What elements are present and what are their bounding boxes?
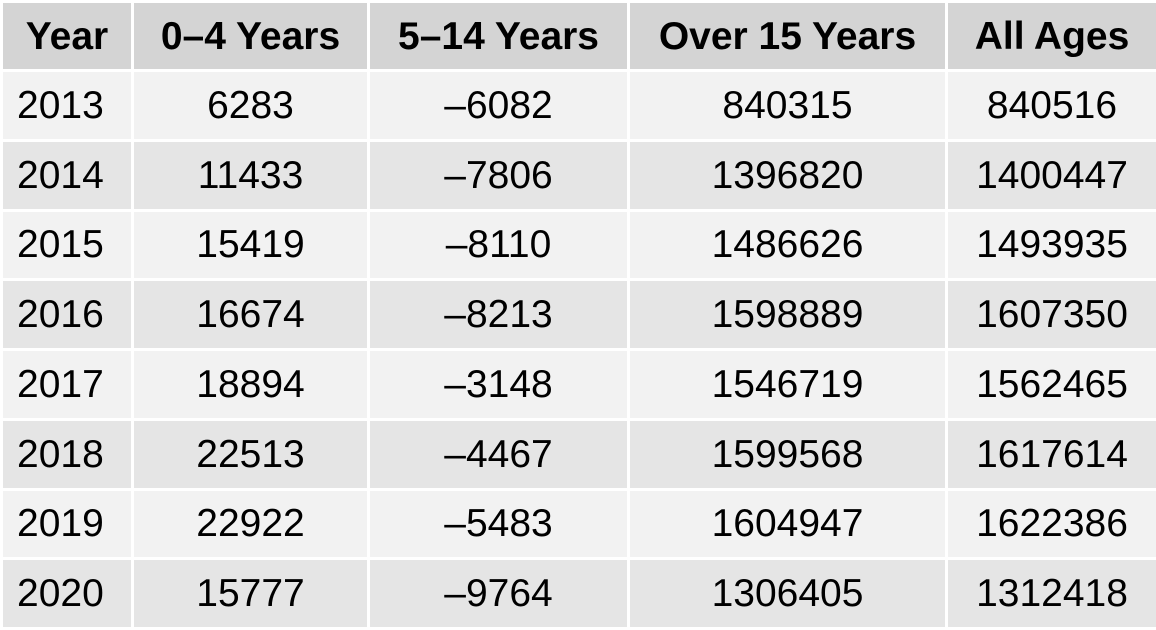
- all-ages-cell: 1617614: [945, 417, 1156, 491]
- table-row: 2019 22922 –5483 1604947 1622386: [0, 487, 1156, 561]
- age-over-15-cell: 1599568: [627, 417, 948, 491]
- age-0-4-cell: 22513: [131, 417, 370, 491]
- age-over-15-cell: 840315: [627, 69, 948, 142]
- age-0-4-cell: 22922: [131, 487, 370, 561]
- age-over-15-cell: 1598889: [627, 278, 948, 351]
- column-header-5-14-years: 5–14 Years: [367, 0, 630, 72]
- table-row: 2020 15777 –9764 1306405 1312418: [0, 557, 1156, 630]
- table-row: 2013 6283 –6082 840315 840516: [0, 69, 1156, 142]
- age-over-15-cell: 1546719: [627, 348, 948, 421]
- age-5-14-cell: –7806: [367, 138, 630, 212]
- column-header-year: Year: [0, 0, 134, 72]
- age-0-4-cell: 6283: [131, 69, 370, 142]
- all-ages-cell: 1400447: [945, 138, 1156, 212]
- age-0-4-cell: 15419: [131, 208, 370, 282]
- year-cell: 2015: [0, 208, 134, 282]
- all-ages-cell: 1562465: [945, 348, 1156, 421]
- table-row: 2017 18894 –3148 1546719 1562465: [0, 348, 1156, 421]
- age-over-15-cell: 1604947: [627, 487, 948, 561]
- header-row: Year 0–4 Years 5–14 Years Over 15 Years …: [0, 0, 1156, 72]
- all-ages-cell: 1312418: [945, 557, 1156, 630]
- age-5-14-cell: –5483: [367, 487, 630, 561]
- year-cell: 2014: [0, 138, 134, 212]
- age-0-4-cell: 11433: [131, 138, 370, 212]
- column-header-over-15-years: Over 15 Years: [627, 0, 948, 72]
- column-header-0-4-years: 0–4 Years: [131, 0, 370, 72]
- all-ages-cell: 1622386: [945, 487, 1156, 561]
- age-over-15-cell: 1306405: [627, 557, 948, 630]
- age-5-14-cell: –3148: [367, 348, 630, 421]
- table-row: 2018 22513 –4467 1599568 1617614: [0, 417, 1156, 491]
- year-cell: 2020: [0, 557, 134, 630]
- age-over-15-cell: 1396820: [627, 138, 948, 212]
- year-cell: 2013: [0, 69, 134, 142]
- all-ages-cell: 840516: [945, 69, 1156, 142]
- age-5-14-cell: –8213: [367, 278, 630, 351]
- year-cell: 2019: [0, 487, 134, 561]
- age-0-4-cell: 18894: [131, 348, 370, 421]
- all-ages-cell: 1493935: [945, 208, 1156, 282]
- all-ages-cell: 1607350: [945, 278, 1156, 351]
- age-5-14-cell: –8110: [367, 208, 630, 282]
- table-row: 2014 11433 –7806 1396820 1400447: [0, 138, 1156, 212]
- year-cell: 2018: [0, 417, 134, 491]
- age-5-14-cell: –4467: [367, 417, 630, 491]
- age-0-4-cell: 16674: [131, 278, 370, 351]
- age-5-14-cell: –6082: [367, 69, 630, 142]
- column-header-all-ages: All Ages: [945, 0, 1156, 72]
- table-row: 2015 15419 –8110 1486626 1493935: [0, 208, 1156, 282]
- age-over-15-cell: 1486626: [627, 208, 948, 282]
- year-cell: 2016: [0, 278, 134, 351]
- year-cell: 2017: [0, 348, 134, 421]
- age-5-14-cell: –9764: [367, 557, 630, 630]
- age-0-4-cell: 15777: [131, 557, 370, 630]
- table-row: 2016 16674 –8213 1598889 1607350: [0, 278, 1156, 351]
